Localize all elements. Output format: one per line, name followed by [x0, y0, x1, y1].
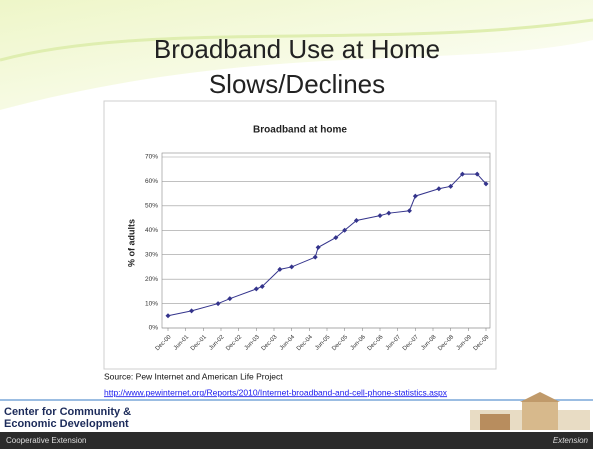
- data-point: [342, 227, 348, 233]
- data-point: [353, 218, 359, 224]
- chart-title: Broadband at home: [253, 125, 347, 136]
- data-point: [289, 264, 295, 270]
- org-name: Center for Community &: [4, 406, 131, 418]
- y-tick-label: 0%: [149, 325, 159, 332]
- data-point: [227, 296, 233, 302]
- y-tick-label: 20%: [145, 276, 158, 283]
- data-point: [277, 266, 283, 272]
- data-point: [436, 186, 442, 192]
- data-point: [215, 301, 221, 307]
- data-point: [312, 254, 318, 260]
- y-tick-label: 30%: [145, 251, 158, 258]
- data-line: [167, 173, 487, 317]
- org-name: Economic Development: [4, 418, 129, 430]
- data-point: [406, 208, 412, 214]
- data-point: [259, 283, 265, 289]
- y-tick-label: 40%: [145, 227, 158, 234]
- y-axis-label: % of adults: [126, 219, 136, 267]
- y-tick-label: 70%: [145, 154, 158, 161]
- y-tick-label: 60%: [145, 178, 158, 185]
- data-point: [459, 171, 465, 177]
- y-tick-label: 50%: [145, 203, 158, 210]
- data-point: [377, 213, 383, 219]
- footer-logo: Extension: [553, 436, 589, 445]
- slide-title: Broadband Use at Home: [154, 34, 440, 64]
- y-tick-label: 10%: [145, 300, 158, 307]
- data-point: [253, 286, 259, 292]
- data-point: [483, 181, 489, 187]
- chart-frame: [103, 100, 497, 370]
- swoosh-line: [0, 18, 593, 62]
- footer-text: Cooperative Extension: [6, 436, 87, 445]
- data-point: [315, 244, 321, 250]
- slide-title: Slows/Declines: [209, 69, 385, 99]
- source-link[interactable]: http://www.pewinternet.org/Reports/2010/…: [104, 387, 448, 397]
- data-point: [165, 313, 171, 319]
- data-point: [333, 235, 339, 241]
- swoosh: [0, 0, 593, 110]
- source: Source: Pew Internet and American Life P…: [104, 371, 283, 381]
- data-point: [189, 308, 195, 314]
- buildings: [470, 392, 590, 430]
- data-point: [474, 171, 480, 177]
- data-point: [386, 210, 392, 216]
- footer-bar: [0, 432, 593, 449]
- data-point: [412, 193, 418, 199]
- data-point: [448, 183, 454, 189]
